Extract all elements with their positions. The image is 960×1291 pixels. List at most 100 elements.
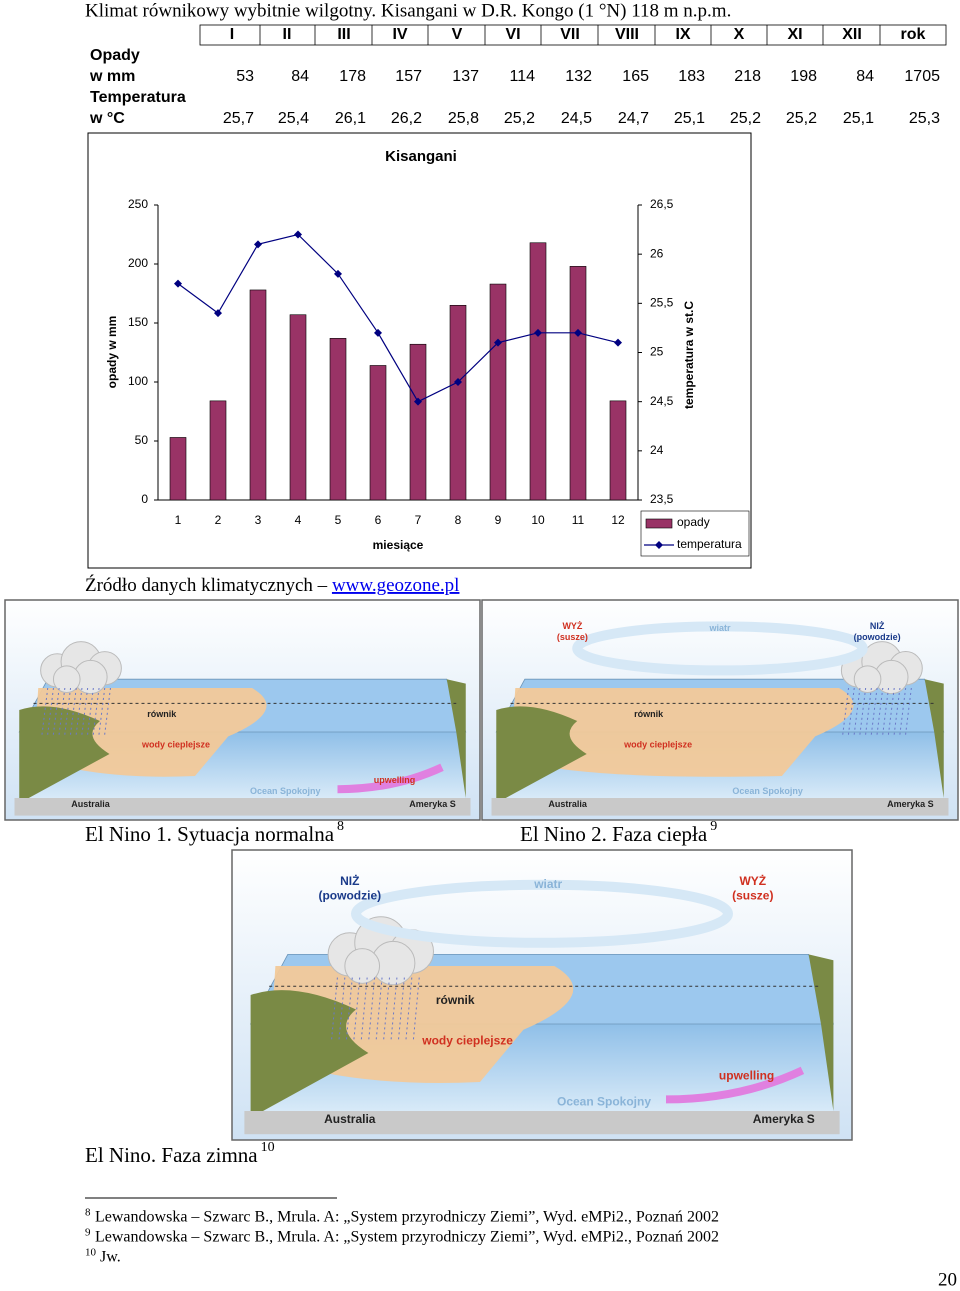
- land-west: [496, 706, 587, 798]
- figure-label: (powodzie): [318, 889, 381, 903]
- line-marker: [574, 328, 582, 337]
- figure-base: [491, 798, 949, 816]
- rain: [360, 977, 368, 1042]
- caption-note: 9: [710, 819, 717, 834]
- y-tick-label: 0: [141, 492, 148, 506]
- rain: [345, 977, 353, 1042]
- figure-label: Ameryka S: [887, 799, 934, 809]
- table-cell: 25,2: [730, 110, 761, 127]
- bar: [369, 365, 387, 501]
- figure-base: [14, 798, 471, 816]
- table-cell: 25,1: [674, 110, 705, 127]
- line-marker: [414, 397, 422, 406]
- table-row-label: Opady: [90, 47, 140, 64]
- table-column-header: XI: [787, 26, 802, 43]
- figure-label: Australia: [71, 799, 111, 809]
- figure-label: NIŻ: [340, 873, 359, 888]
- legend-swatch: [645, 518, 673, 529]
- rain: [92, 687, 100, 737]
- table-column-header: rok: [901, 26, 926, 43]
- warm-water: [510, 688, 854, 777]
- bar: [329, 338, 347, 501]
- figure-caption: El Nino 1. Sytuacja normalna 8: [85, 819, 344, 846]
- bar: [169, 437, 187, 501]
- figure-label: Ocean Spokojny: [732, 786, 803, 796]
- bar: [529, 242, 547, 501]
- figure-label: (powodzie): [854, 632, 901, 642]
- cloud: [344, 948, 381, 984]
- line-marker: [494, 338, 502, 347]
- table-header-row: [199, 24, 947, 46]
- table-column-header: VIII: [615, 26, 639, 43]
- rain: [103, 687, 111, 737]
- table-column-header: V: [452, 26, 463, 43]
- source-text: Źródło danych klimatycznych –: [85, 574, 332, 596]
- rain: [864, 687, 872, 737]
- table-cell: 84: [856, 68, 874, 85]
- rain: [412, 977, 420, 1042]
- rain: [847, 687, 855, 737]
- table-cell: 25,2: [786, 110, 817, 127]
- land-east: [446, 679, 466, 798]
- x-tick-label: 4: [295, 513, 302, 527]
- line-marker: [334, 269, 342, 278]
- figure-label: Ameryka S: [753, 1112, 815, 1126]
- figure-base: [244, 1111, 840, 1135]
- table-cell: 26,1: [335, 110, 366, 127]
- upwelling-arrow: [337, 763, 444, 794]
- rain: [390, 977, 398, 1042]
- x-tick-label: 11: [572, 513, 585, 527]
- line-marker: [294, 230, 302, 239]
- land-west: [250, 990, 369, 1111]
- rain: [338, 977, 346, 1042]
- rain: [46, 687, 54, 737]
- table-cell: 25,4: [278, 110, 309, 127]
- y2-tick-label: 23,5: [650, 492, 674, 506]
- x-tick-label: 8: [455, 513, 462, 527]
- legend-label: opady: [677, 515, 710, 529]
- bar: [569, 266, 587, 501]
- footnote-text: Lewandowska – Szwarc B., Mrula. A: „Syst…: [95, 1229, 719, 1246]
- table-cell: 114: [509, 68, 535, 85]
- rain: [382, 977, 390, 1042]
- line-marker: [614, 338, 622, 347]
- figure-caption: El Nino 2. Faza ciepła 9: [520, 819, 717, 846]
- rain: [893, 687, 901, 737]
- x-axis-label: miesiące: [373, 538, 424, 552]
- table-cell: 183: [678, 68, 705, 85]
- table-row-label: Temperatura: [90, 89, 186, 106]
- y2-axis-label: temperatura w st.C: [682, 301, 696, 409]
- table-cell: 198: [790, 68, 817, 85]
- source-note: Źródło danych klimatycznych – www.geozon…: [85, 574, 459, 596]
- footnote-text: Lewandowska – Szwarc B., Mrula. A: „Syst…: [95, 1209, 719, 1226]
- y2-tick-label: 26: [650, 246, 664, 260]
- table-cell: 25,2: [504, 110, 535, 127]
- rain: [397, 977, 405, 1042]
- figure-label: WYŻ: [739, 873, 766, 888]
- figure-label: Australia: [548, 799, 588, 809]
- rain: [859, 687, 867, 737]
- table-column-header: VI: [505, 26, 520, 43]
- y2-tick-label: 25: [650, 345, 664, 359]
- x-tick-label: 2: [215, 513, 222, 527]
- cloud: [853, 665, 882, 694]
- rain: [69, 687, 77, 737]
- page-number: 20: [938, 1269, 957, 1290]
- page-title: Klimat równikowy wybitnie wilgotny. Kisa…: [85, 0, 731, 21]
- figure-label: upwelling: [719, 1068, 774, 1082]
- rain: [899, 687, 907, 737]
- source-link[interactable]: www.geozone.pl: [332, 575, 460, 596]
- figure-label: Ameryka S: [409, 799, 456, 809]
- land-east: [924, 679, 944, 798]
- caption-text: El Nino 1. Sytuacja normalna: [85, 822, 335, 846]
- table-cell: 24,7: [618, 110, 649, 127]
- x-tick-label: 5: [335, 513, 342, 527]
- table-cell: 84: [291, 68, 309, 85]
- y-tick-label: 150: [128, 315, 148, 329]
- line: [177, 233, 619, 403]
- rain: [368, 977, 376, 1042]
- figure-label: upwelling: [374, 775, 416, 785]
- legend-marker: [655, 541, 663, 549]
- figure-label: równik: [147, 709, 177, 719]
